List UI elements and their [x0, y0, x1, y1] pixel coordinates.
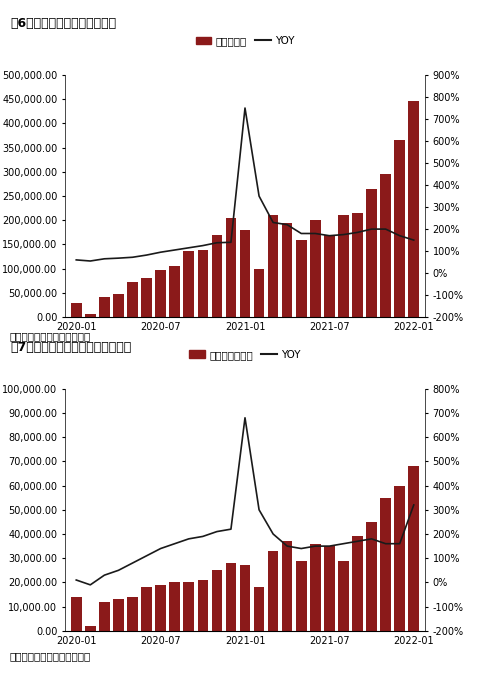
- Bar: [156, 585, 166, 631]
- Legend: 插电式混动销量, YOY: 插电式混动销量, YOY: [185, 346, 305, 364]
- Bar: [338, 216, 348, 317]
- Text: 数据来源：中汽协、五矿期货: 数据来源：中汽协、五矿期货: [10, 651, 91, 662]
- Bar: [198, 580, 208, 631]
- Bar: [338, 561, 348, 631]
- Bar: [127, 597, 138, 631]
- Bar: [310, 220, 320, 317]
- Bar: [324, 235, 334, 317]
- Bar: [240, 565, 250, 631]
- Bar: [408, 101, 419, 317]
- Bar: [99, 602, 110, 631]
- Bar: [282, 542, 292, 631]
- Bar: [394, 140, 405, 317]
- Bar: [226, 563, 236, 631]
- Bar: [310, 544, 320, 631]
- Bar: [85, 314, 96, 317]
- Bar: [212, 235, 222, 317]
- Bar: [254, 269, 264, 317]
- Legend: 纯电动销量, YOY: 纯电动销量, YOY: [192, 32, 298, 50]
- Bar: [408, 466, 419, 631]
- Bar: [113, 599, 124, 631]
- Bar: [296, 239, 306, 317]
- Bar: [85, 626, 96, 631]
- Bar: [170, 582, 180, 631]
- Bar: [198, 250, 208, 317]
- Text: 图7：插电式混动汽车月销量（辆）: 图7：插电式混动汽车月销量（辆）: [10, 341, 131, 354]
- Bar: [352, 213, 363, 317]
- Bar: [366, 522, 377, 631]
- Bar: [254, 587, 264, 631]
- Bar: [366, 189, 377, 317]
- Bar: [184, 251, 194, 317]
- Bar: [142, 587, 152, 631]
- Bar: [352, 537, 363, 631]
- Bar: [184, 582, 194, 631]
- Bar: [380, 175, 391, 317]
- Bar: [226, 218, 236, 317]
- Text: 图6：纯电动汽车月销量（辆）: 图6：纯电动汽车月销量（辆）: [10, 17, 116, 30]
- Bar: [380, 498, 391, 631]
- Bar: [71, 303, 82, 317]
- Text: 数据来源：中汽协、五矿期货: 数据来源：中汽协、五矿期货: [10, 331, 91, 341]
- Bar: [268, 216, 278, 317]
- Bar: [394, 486, 405, 631]
- Bar: [156, 269, 166, 317]
- Bar: [268, 551, 278, 631]
- Bar: [142, 278, 152, 317]
- Bar: [212, 570, 222, 631]
- Bar: [113, 295, 124, 317]
- Bar: [170, 266, 180, 317]
- Bar: [282, 223, 292, 317]
- Bar: [240, 230, 250, 317]
- Bar: [324, 546, 334, 631]
- Bar: [127, 282, 138, 317]
- Bar: [71, 597, 82, 631]
- Bar: [296, 561, 306, 631]
- Bar: [99, 297, 110, 317]
